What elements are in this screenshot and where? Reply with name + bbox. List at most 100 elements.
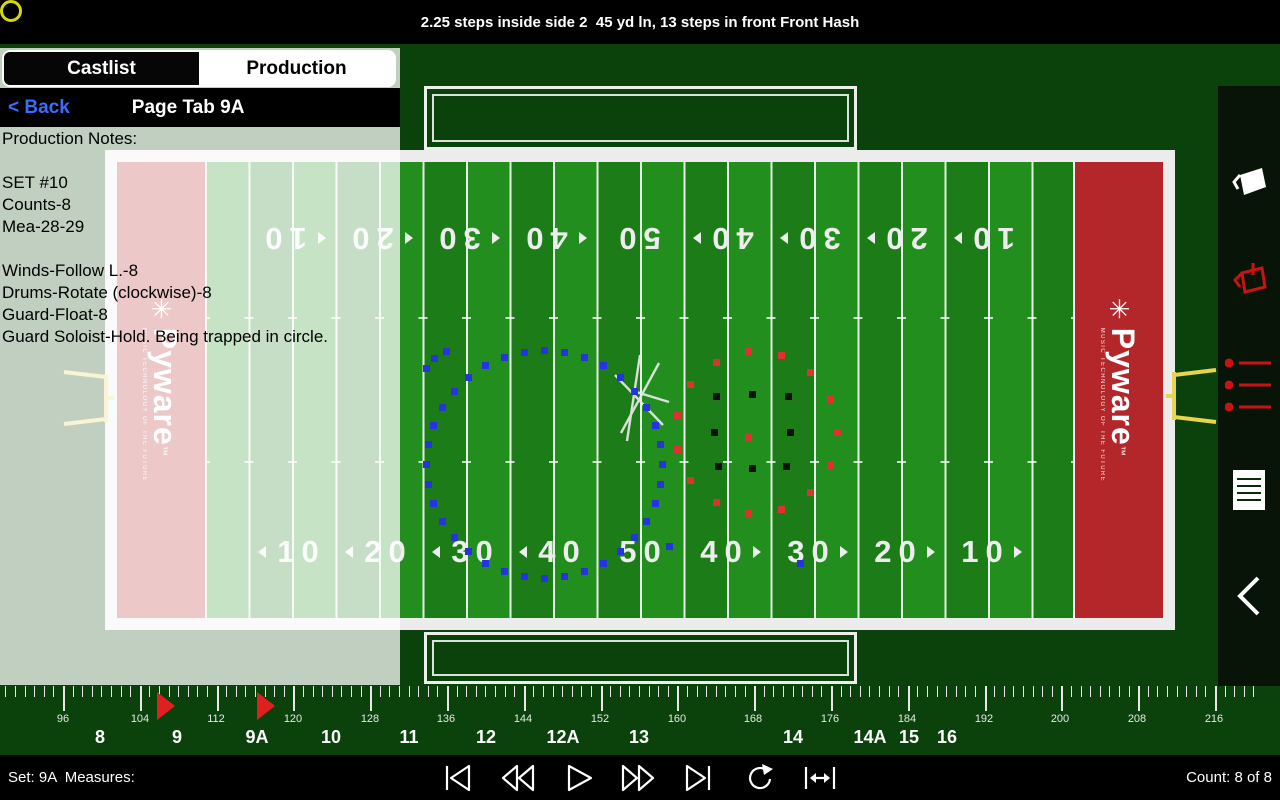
rewind-button[interactable] xyxy=(500,763,536,793)
performer-dot-winds[interactable] xyxy=(430,500,437,507)
set-tab-14[interactable]: 14 xyxy=(782,727,804,747)
performer-dot-winds[interactable] xyxy=(617,374,624,381)
set-flag-marker[interactable] xyxy=(157,692,176,727)
set-tab-15[interactable]: 15 xyxy=(898,727,920,747)
performer-dot-winds[interactable] xyxy=(425,441,432,448)
performer-dot-guard[interactable] xyxy=(827,462,834,469)
performer-dot-winds[interactable] xyxy=(501,568,508,575)
performer-dot-drums[interactable] xyxy=(711,429,718,436)
performer-dot-winds[interactable] xyxy=(657,441,664,448)
tab-production[interactable]: Production xyxy=(199,52,394,85)
performer-dot-winds[interactable] xyxy=(501,354,508,361)
performer-dot-winds[interactable] xyxy=(631,388,638,395)
set-tab-11[interactable]: 11 xyxy=(399,727,419,747)
fast-forward-button[interactable] xyxy=(620,763,656,793)
back-button[interactable]: < Back xyxy=(8,96,70,118)
performer-dot-guard[interactable] xyxy=(687,477,694,484)
performer-dot-winds[interactable] xyxy=(425,481,432,488)
performer-dot-winds[interactable] xyxy=(581,354,588,361)
set-tab-9A[interactable]: 9A xyxy=(245,727,269,747)
collapse-panel-button[interactable] xyxy=(1218,564,1280,628)
performer-dot-winds[interactable] xyxy=(521,573,528,580)
performer-dot-winds[interactable] xyxy=(652,500,659,507)
performer-dot-winds[interactable] xyxy=(600,560,607,567)
performer-dot-winds[interactable] xyxy=(482,362,489,369)
performer-dot-drums[interactable] xyxy=(783,463,790,470)
performer-dot-winds[interactable] xyxy=(657,481,664,488)
performer-dot-winds[interactable] xyxy=(439,404,446,411)
count-ruler[interactable]: 96 104 112 120 128 136 144 152 160 168 176 184 192 20… xyxy=(0,686,1280,756)
set-tab-12[interactable]: 12 xyxy=(475,727,497,747)
performer-dot-winds[interactable] xyxy=(482,560,489,567)
performer-dot-winds[interactable] xyxy=(521,349,528,356)
performer-dot-guard[interactable] xyxy=(674,412,681,419)
tab-castlist[interactable]: Castlist xyxy=(4,52,199,85)
performer-dot-winds[interactable] xyxy=(643,404,650,411)
performer-dot-guard[interactable] xyxy=(713,359,720,366)
performer-dot-winds[interactable] xyxy=(581,568,588,575)
performer-dot-winds[interactable] xyxy=(431,355,438,362)
performer-dot-winds[interactable] xyxy=(631,534,638,541)
performer-dot-guard[interactable] xyxy=(745,510,752,517)
performer-dot-drums[interactable] xyxy=(785,393,792,400)
performer-dot-winds[interactable] xyxy=(541,575,548,582)
performer-dot-winds[interactable] xyxy=(465,374,472,381)
performer-dot-winds[interactable] xyxy=(430,422,437,429)
performer-dot-winds[interactable] xyxy=(659,461,666,468)
performer-dot-winds[interactable] xyxy=(465,548,472,555)
performer-dot-guard[interactable] xyxy=(687,381,694,388)
set-tab-9[interactable]: 9 xyxy=(171,727,182,747)
set-tab-10[interactable]: 10 xyxy=(320,727,342,747)
performer-dot-guard[interactable] xyxy=(807,489,814,496)
performer-dot-winds[interactable] xyxy=(443,348,450,355)
performer-dot-guard[interactable] xyxy=(778,506,785,513)
performer-dot-guard[interactable] xyxy=(745,348,752,355)
set-flag-marker[interactable] xyxy=(257,692,276,727)
performer-dot-drums[interactable] xyxy=(749,465,756,472)
performer-dot-winds[interactable] xyxy=(423,461,430,468)
performer-dot-guard[interactable] xyxy=(807,369,814,376)
paint-bucket-button[interactable] xyxy=(1218,150,1280,214)
performer-dot-guard[interactable] xyxy=(674,446,681,453)
performer-dot-winds[interactable] xyxy=(561,573,568,580)
performer-dot-winds[interactable] xyxy=(423,365,430,372)
count-range-button[interactable] xyxy=(802,763,838,793)
set-tab-14A[interactable]: 14A xyxy=(853,727,887,747)
notes-button[interactable] xyxy=(1218,458,1280,522)
goal-arrow-icon xyxy=(578,232,587,244)
performer-dot-winds[interactable] xyxy=(439,518,446,525)
selected-performer-ring[interactable] xyxy=(0,0,22,22)
count-label: 216 xyxy=(1204,713,1224,725)
performer-dot-drums[interactable] xyxy=(715,463,722,470)
performer-dot-guard[interactable] xyxy=(778,352,785,359)
set-tab-13[interactable]: 13 xyxy=(628,727,650,747)
performer-dot-guard[interactable] xyxy=(745,434,752,441)
current-set-label: Set: 9A Measures: xyxy=(8,769,135,786)
fill-red-button[interactable] xyxy=(1218,250,1280,314)
performer-dot-winds[interactable] xyxy=(451,534,458,541)
performer-dot-winds[interactable] xyxy=(652,422,659,429)
performer-dot-drums[interactable] xyxy=(787,429,794,436)
performer-dot-winds[interactable] xyxy=(541,347,548,354)
performer-dot-drums[interactable] xyxy=(713,393,720,400)
loop-button[interactable] xyxy=(740,763,776,793)
yard-number: 10 xyxy=(940,220,1036,256)
performer-dot-drums[interactable] xyxy=(749,391,756,398)
performer-dot-winds[interactable] xyxy=(561,349,568,356)
play-button[interactable] xyxy=(562,763,594,793)
performer-dot-winds[interactable] xyxy=(617,548,624,555)
set-tab-8[interactable]: 8 xyxy=(94,727,105,747)
performer-dot-guard[interactable] xyxy=(713,499,720,506)
performer-dot-guard[interactable] xyxy=(827,396,834,403)
skip-to-start-button[interactable] xyxy=(442,763,474,793)
cast-list-button[interactable] xyxy=(1218,348,1280,424)
set-tab-16[interactable]: 16 xyxy=(936,727,958,747)
set-tab-12A[interactable]: 12A xyxy=(546,727,580,747)
performer-dot-winds[interactable] xyxy=(666,543,673,550)
performer-dot-guard[interactable] xyxy=(834,429,841,436)
performer-dot-winds[interactable] xyxy=(797,560,804,567)
skip-to-end-button[interactable] xyxy=(682,763,714,793)
performer-dot-winds[interactable] xyxy=(451,388,458,395)
performer-dot-winds[interactable] xyxy=(643,518,650,525)
performer-dot-winds[interactable] xyxy=(600,362,607,369)
